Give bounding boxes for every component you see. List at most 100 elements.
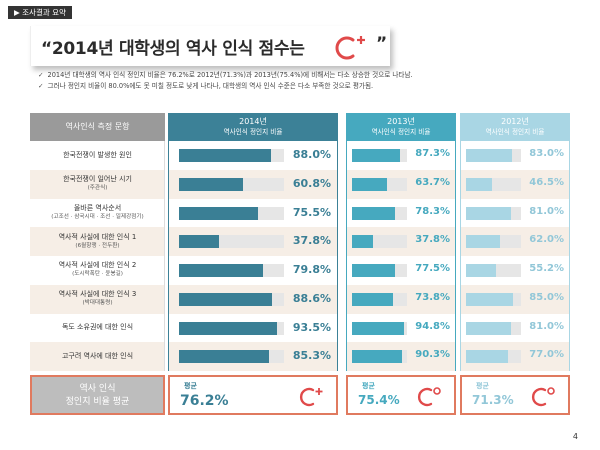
- value-label-2012: 77.0%: [529, 349, 564, 361]
- bar-2012: [466, 350, 509, 364]
- average-label: 역사 인식 정인지 비율 평균: [30, 375, 165, 415]
- value-label-2014: 37.8%: [292, 234, 331, 248]
- bar-track: [352, 264, 407, 277]
- bar-row-2013: 77.5%: [347, 256, 455, 285]
- bar-2013: [352, 235, 373, 249]
- value-label-2013: 63.7%: [415, 176, 450, 188]
- value-label-2012: 81.0%: [529, 205, 564, 217]
- row-label: 고구려 역사에 대한 인식: [61, 352, 134, 361]
- bar-row-2012: 81.0%: [461, 314, 569, 343]
- bar-track: [352, 206, 407, 220]
- bar-2014: [179, 321, 278, 335]
- headline-quote-close: ”: [376, 34, 388, 54]
- average-value-2014: 76.2%: [180, 393, 229, 409]
- table-row: 한국전쟁이 일어난 시기 (주관식): [30, 169, 164, 199]
- bar-row-2013: 73.8%: [347, 284, 455, 314]
- value-label-2012: 55.2%: [529, 263, 564, 274]
- value-label-2013: 77.5%: [415, 263, 450, 274]
- bar-2014: [179, 149, 272, 162]
- table-row: 역사적 사실에 대한 인식 2 (도시락폭탄 · 윤봉길): [30, 256, 164, 285]
- bar-track: [179, 292, 284, 306]
- bar-track: [179, 206, 284, 220]
- average-2012: 평균 71.3%: [460, 375, 570, 415]
- row-label: 한국전쟁이 발생한 원인: [63, 150, 132, 159]
- column-header-2014: 2014년 역사인식 정인지 비율: [168, 113, 338, 141]
- bar-row-2013: 87.3%: [347, 141, 455, 170]
- bar-2013: [352, 206, 396, 220]
- bar-row-2014: 85.3%: [169, 342, 337, 371]
- bar-2012: [466, 149, 512, 162]
- value-label-2014: 88.0%: [292, 148, 331, 161]
- item-label-column: 한국전쟁이 발생한 원인 한국전쟁이 일어난 시기 (주관식) 올바른 역사순서 (고조…: [30, 141, 165, 371]
- bar-row-2012: 62.0%: [461, 227, 569, 256]
- bar-2012: [466, 177, 492, 191]
- row-label: 역사적 사실에 대한 인식 2 (도시락폭탄 · 윤봉길): [58, 261, 137, 278]
- bar-track: [352, 350, 407, 364]
- bar-track: [466, 321, 521, 335]
- bar-track: [466, 292, 521, 306]
- table-row: 독도 소유권에 대한 인식: [30, 314, 164, 343]
- bar-2014: [179, 264, 263, 277]
- bar-row-2014: 79.8%: [169, 256, 337, 285]
- bar-2012: [466, 235, 501, 249]
- bar-row-2012: 81.0%: [461, 199, 569, 228]
- bar-track: [179, 350, 284, 364]
- bar-track: [466, 235, 521, 249]
- value-label-2014: 79.8%: [292, 263, 331, 276]
- bar-track: [352, 177, 407, 191]
- value-label-2014: 85.3%: [292, 349, 331, 363]
- bar-2014: [179, 206, 259, 220]
- grade-c-zero-icon: [532, 387, 555, 407]
- bar-track: [352, 321, 407, 335]
- value-label-2013: 87.3%: [415, 148, 450, 159]
- bar-row-2013: 37.8%: [347, 227, 455, 256]
- headline-box: “2014년 대학생의 역사 인식 점수는 ”: [30, 26, 390, 66]
- bar-track: [179, 264, 284, 277]
- bar-row-2014: 37.8%: [169, 227, 337, 256]
- value-label-2013: 78.3%: [415, 205, 450, 217]
- bar-track: [466, 350, 521, 364]
- bar-track: [179, 149, 284, 162]
- bar-row-2012: 83.0%: [461, 141, 569, 170]
- bar-2012: [466, 321, 511, 335]
- average-value-2013: 75.4%: [358, 393, 400, 407]
- bar-row-2014: 75.5%: [169, 199, 337, 228]
- headline-title: “2014년 대학생의 역사 인식 점수는: [41, 39, 305, 59]
- bar-row-2013: 94.8%: [347, 314, 455, 343]
- summary-notes: ✓ 2014년 대학생의 역사 인식 정인지 비율은 76.2%로 2012년(7…: [38, 70, 413, 92]
- bar-2012: [466, 206, 511, 220]
- section-tag: ▶ 조사결과 요약: [8, 6, 72, 19]
- table-row: 역사적 사실에 대한 인식 3 (박대대통령): [30, 284, 164, 314]
- value-label-2012: 81.0%: [529, 320, 564, 332]
- bar-track: [179, 235, 284, 249]
- average-title: 평균: [476, 382, 489, 390]
- row-label: 역사적 사실에 대한 인식 3 (박대대통령): [58, 290, 137, 307]
- bar-track: [352, 235, 407, 249]
- note-1: ✓ 2014년 대학생의 역사 인식 정인지 비율은 76.2%로 2012년(7…: [38, 71, 413, 79]
- column-header-items: 역사인식 측정 문항: [30, 113, 165, 141]
- average-title: 평균: [362, 382, 375, 390]
- bar-2013: [352, 292, 393, 306]
- column-header-2013: 2013년 역사인식 정인지 비율: [346, 113, 456, 141]
- bar-track: [466, 177, 521, 191]
- bar-2014: [179, 350, 269, 364]
- value-label-2013: 90.3%: [415, 349, 450, 361]
- bar-row-2012: 46.5%: [461, 169, 569, 199]
- grade-c-plus-icon: [300, 387, 323, 407]
- bar-2012: [466, 264, 497, 277]
- grade-c-zero-icon: [418, 387, 441, 407]
- average-2014: 평균 76.2%: [168, 375, 338, 415]
- bar-row-2012: 77.0%: [461, 342, 569, 371]
- grade-c-plus-icon: [335, 36, 365, 60]
- bar-2012: [466, 292, 513, 306]
- value-label-2012: 83.0%: [529, 148, 564, 159]
- value-label-2014: 93.5%: [292, 320, 331, 334]
- bar-track: [466, 206, 521, 220]
- bar-row-2014: 60.8%: [169, 169, 337, 199]
- bar-row-2012: 85.0%: [461, 284, 569, 314]
- check-icon: ✓: [38, 82, 44, 90]
- page-number: 4: [572, 432, 578, 441]
- average-value-2012: 71.3%: [472, 393, 514, 407]
- value-label-2014: 88.6%: [292, 291, 331, 305]
- bar-row-2012: 55.2%: [461, 256, 569, 285]
